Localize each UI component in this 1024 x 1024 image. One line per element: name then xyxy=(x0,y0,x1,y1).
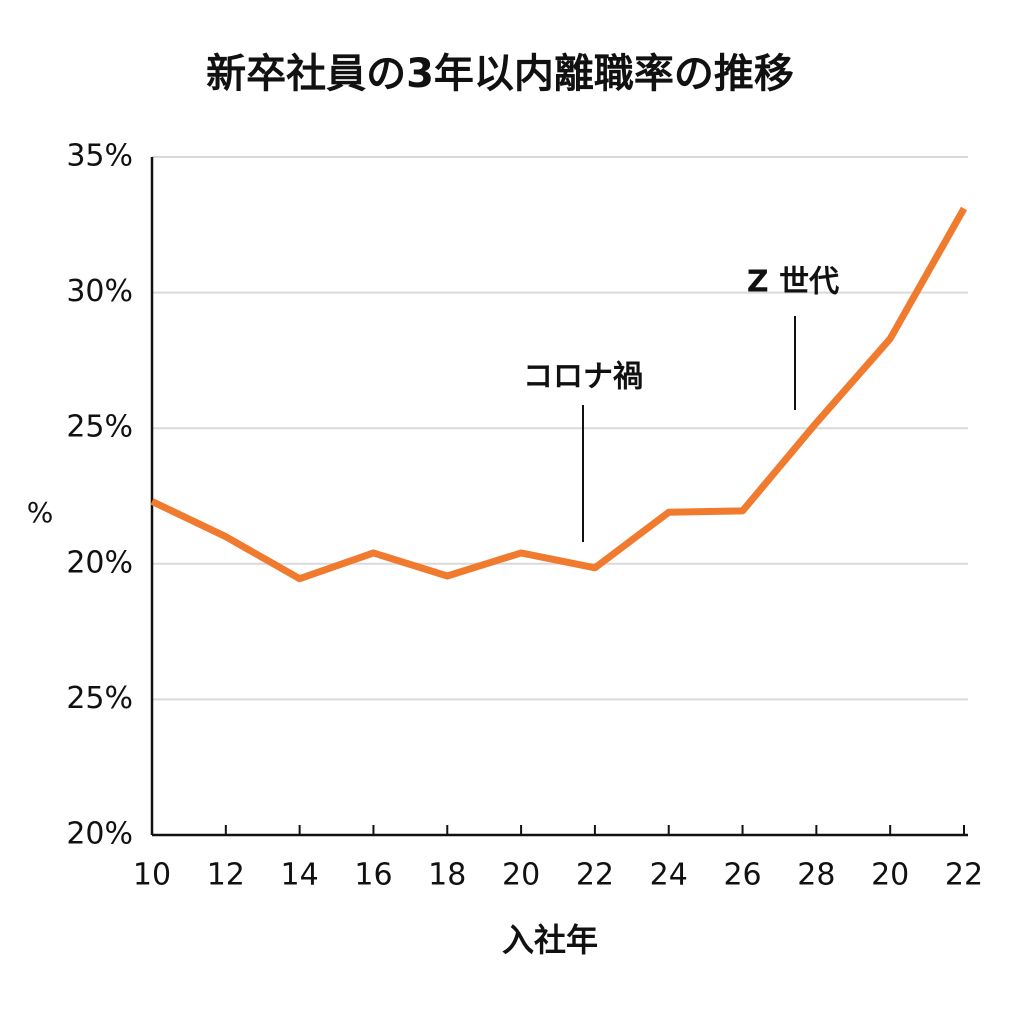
annotation: コロナ禍 xyxy=(523,360,643,395)
y-axis-label: % xyxy=(27,496,54,529)
x-tick-label: 16 xyxy=(354,858,392,893)
x-tick-label: 24 xyxy=(650,858,688,893)
y-tick-label: 25% xyxy=(66,681,133,716)
x-tick-label: 22 xyxy=(945,858,983,893)
x-tick-label: 18 xyxy=(428,858,466,893)
x-tick-label: 14 xyxy=(281,858,319,893)
y-tick-label: 30% xyxy=(66,274,133,309)
x-tick-label: 28 xyxy=(797,858,835,893)
annotation: Z 世代 xyxy=(747,265,839,300)
y-tick-label: 25% xyxy=(66,410,133,445)
x-tick-label: 10 xyxy=(133,858,171,893)
y-tick-label: 20% xyxy=(66,545,133,580)
chart-title: 新卒社員の3年以内離職率の推移 xyxy=(206,51,794,97)
x-tick-label: 12 xyxy=(207,858,245,893)
x-tick-label: 22 xyxy=(576,858,614,893)
data-line xyxy=(150,206,968,583)
y-tick-label: 20% xyxy=(66,817,133,852)
y-tick-label: 35% xyxy=(66,139,133,174)
x-tick-label: 20 xyxy=(871,858,909,893)
x-tick-label: 26 xyxy=(723,858,761,893)
x-axis-label: 入社年 xyxy=(502,921,598,959)
x-tick-label: 20 xyxy=(502,858,540,893)
